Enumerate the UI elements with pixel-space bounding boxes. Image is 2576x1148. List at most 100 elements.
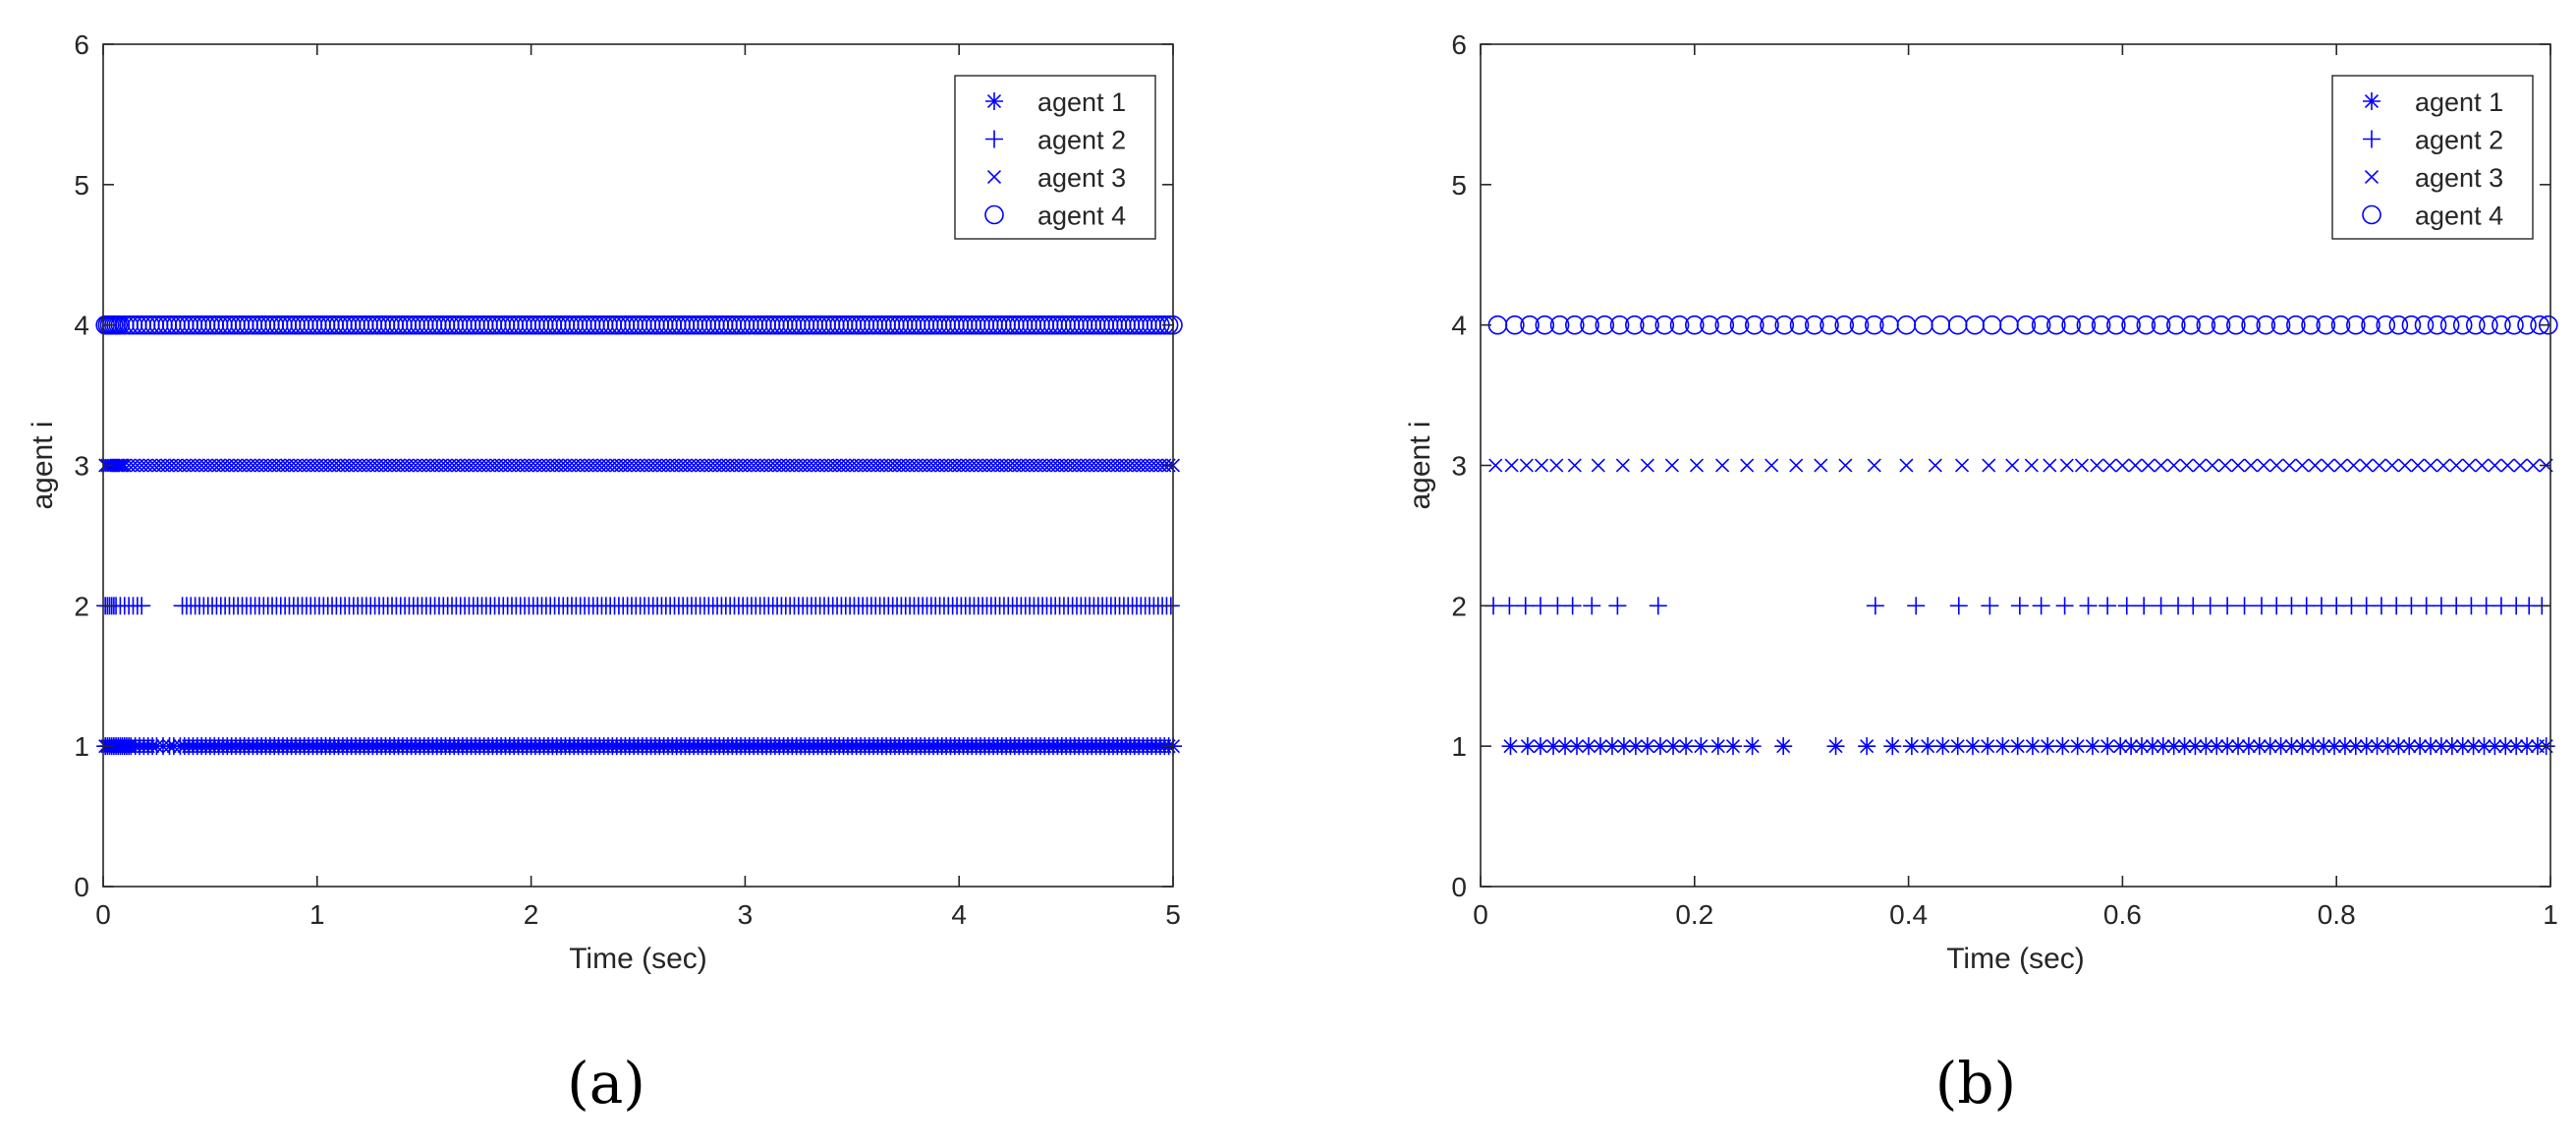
data-point	[1595, 315, 1615, 335]
data-point	[2504, 315, 2524, 335]
data-point	[2389, 737, 2408, 756]
data-point	[2387, 597, 2406, 615]
legend-marker	[985, 92, 1003, 110]
series-agent-4	[95, 315, 1183, 335]
data-point	[2261, 737, 2279, 756]
data-point	[1567, 458, 1582, 473]
data-point	[1568, 737, 1587, 756]
legend-label: agent 2	[2415, 126, 2503, 155]
data-point	[1902, 737, 1921, 756]
data-point	[2410, 458, 2426, 473]
legend-entry-agent-1: agent 1	[2363, 87, 2503, 117]
y-axis-label: agent i	[1404, 421, 1436, 509]
data-point	[2154, 458, 2168, 473]
y-tick-label: 1	[74, 731, 89, 762]
data-point	[1664, 458, 1679, 473]
data-point	[2400, 737, 2419, 756]
data-point	[2282, 597, 2301, 615]
data-point	[1993, 737, 2012, 756]
legend-entry-agent-4: agent 4	[984, 201, 1126, 231]
data-point	[2388, 315, 2409, 335]
data-point	[2166, 315, 2186, 335]
data-point	[2321, 458, 2335, 473]
data-point	[2076, 315, 2097, 335]
data-point	[2368, 737, 2386, 756]
data-point	[2286, 315, 2306, 335]
data-point	[2250, 737, 2268, 756]
data-point	[1626, 737, 1645, 756]
data-point	[2517, 315, 2537, 335]
x-tick-label: 1	[309, 899, 325, 930]
data-point	[2074, 458, 2090, 473]
data-point	[2462, 458, 2477, 473]
data-point	[2432, 597, 2450, 615]
x-tick-label: 0.8	[2318, 899, 2356, 930]
data-point	[1488, 458, 1503, 473]
data-point	[2201, 597, 2219, 615]
data-point	[2452, 315, 2473, 335]
data-point	[2297, 597, 2316, 615]
data-point	[2091, 315, 2111, 335]
data-point	[1669, 315, 1690, 335]
data-point	[2102, 458, 2117, 473]
data-point	[2526, 458, 2541, 473]
data-point	[2143, 737, 2161, 756]
data-point	[2447, 597, 2466, 615]
data-point	[2229, 737, 2248, 756]
data-point	[2181, 315, 2201, 335]
legend-marker	[986, 169, 1002, 185]
data-point	[2269, 458, 2284, 473]
y-tick-label: 6	[1451, 29, 1467, 60]
data-point	[1544, 737, 1563, 756]
data-point	[2346, 458, 2361, 473]
data-point	[2488, 458, 2502, 473]
data-point	[2539, 315, 2558, 335]
legend-entry-agent-3: agent 3	[2364, 163, 2503, 193]
data-point	[1774, 737, 1793, 756]
data-point	[1531, 597, 1549, 615]
data-point	[1501, 737, 1520, 756]
data-point	[2059, 458, 2074, 473]
data-point	[1708, 737, 1727, 756]
plot-area	[95, 315, 1183, 756]
data-point	[2475, 458, 2490, 473]
legend-label: agent 1	[1037, 87, 1126, 117]
data-point	[2401, 315, 2422, 335]
x-tick-label: 0.4	[1889, 899, 1928, 930]
data-point	[2492, 315, 2511, 335]
data-point	[1602, 737, 1621, 756]
data-point	[2257, 458, 2271, 473]
data-point	[1789, 315, 1810, 335]
data-point	[2507, 737, 2526, 756]
y-tick-label: 5	[74, 170, 89, 201]
data-point	[1999, 315, 2019, 335]
data-point	[2513, 458, 2528, 473]
data-point	[2218, 737, 2237, 756]
legend-marker	[2364, 169, 2380, 185]
data-point	[1518, 737, 1537, 756]
x-axis-label: Time (sec)	[569, 943, 707, 975]
data-point	[1549, 315, 1570, 335]
legend-marker	[985, 130, 1003, 148]
data-point	[1520, 315, 1540, 335]
data-point	[2010, 597, 2029, 615]
data-point	[2117, 597, 2136, 615]
data-point	[1955, 458, 1970, 473]
data-point	[1677, 737, 1696, 756]
data-point	[1625, 315, 1645, 335]
data-point	[2372, 597, 2390, 615]
data-point	[2333, 458, 2348, 473]
data-point	[2106, 315, 2126, 335]
y-tick-label: 6	[74, 29, 89, 60]
data-point	[115, 458, 130, 473]
data-point	[1692, 737, 1710, 756]
data-point	[2031, 315, 2051, 335]
data-point	[1883, 737, 1902, 756]
data-point	[2486, 737, 2504, 756]
data-point	[2128, 458, 2143, 473]
data-point	[111, 458, 126, 473]
data-point	[2414, 315, 2435, 335]
data-point	[2133, 737, 2151, 756]
data-point	[2122, 737, 2141, 756]
data-point	[2327, 597, 2346, 615]
